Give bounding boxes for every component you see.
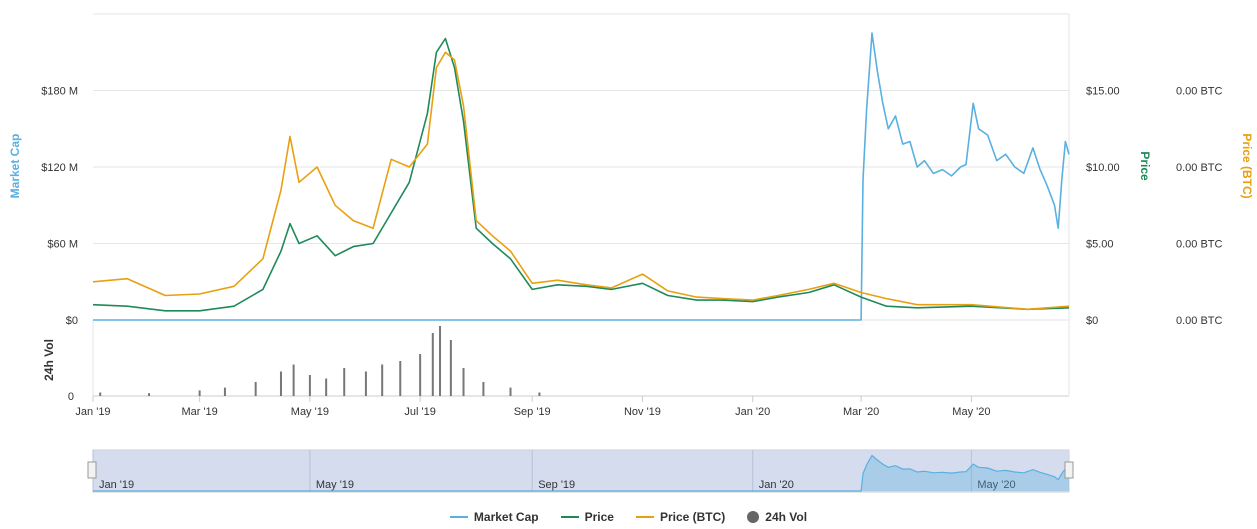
series-line-price-btc <box>92 51 1070 311</box>
price-btc-axis-title: Price (BTC) <box>1240 133 1254 198</box>
legend-price-line-icon <box>560 516 579 518</box>
market-cap-tick-label: $60 M <box>47 239 78 251</box>
volume-bar <box>482 382 485 396</box>
legend-market-cap-label: Market Cap <box>473 510 539 524</box>
market-cap-tick-label: $120 M <box>41 162 78 174</box>
price-btc-tick-label: 0.00 BTC <box>1176 86 1223 98</box>
navigator-tick-label: May '19 <box>316 479 354 491</box>
x-tick-label: Nov '19 <box>624 406 661 418</box>
legend-item-volume[interactable]: 24h Vol <box>747 510 807 524</box>
price-tick-label: $10.00 <box>1086 162 1120 174</box>
volume-bar <box>419 354 422 396</box>
legend-volume-dot-icon <box>747 511 760 523</box>
price-tick-label: $5.00 <box>1086 239 1114 251</box>
legend: Market Cap Price Price (BTC) 24h Vol <box>0 510 1257 524</box>
volume-axis-title: 24h Vol <box>42 339 56 381</box>
volume-bar <box>439 326 442 396</box>
price-tick-label: $0 <box>1086 315 1098 327</box>
x-tick-label: May '20 <box>952 406 990 418</box>
volume-bar <box>462 368 465 396</box>
price-btc-tick-label: 0.00 BTC <box>1176 315 1223 327</box>
volume-bar <box>509 387 512 396</box>
grid-lines <box>93 13 1069 321</box>
legend-price-label: Price <box>584 510 614 524</box>
price-tick-label: $15.00 <box>1086 86 1120 98</box>
volume-bar <box>308 375 311 396</box>
legend-volume-label: 24h Vol <box>765 510 808 524</box>
navigator-left-handle[interactable] <box>87 461 97 479</box>
navigator-line <box>93 454 1070 492</box>
volume-bar <box>148 393 151 396</box>
volume-tick-label: 0 <box>68 391 74 403</box>
volume-bars <box>99 326 541 396</box>
volume-bar <box>381 364 384 396</box>
legend-price-btc-label: Price (BTC) <box>659 510 726 524</box>
legend-item-market-cap[interactable]: Market Cap <box>449 510 539 524</box>
navigator-tick-label: Sep '19 <box>538 479 575 491</box>
volume-bar <box>223 387 226 396</box>
volume-bar <box>431 333 434 396</box>
navigator-area <box>93 455 1069 491</box>
x-axis: Jan '19 Mar '19 May '19 Jul '19 Sep '19 Nov '… <box>75 396 990 418</box>
volume-bar <box>538 392 541 396</box>
volume-bar <box>292 364 295 396</box>
x-tick-label: Jul '19 <box>404 406 435 418</box>
series-line-market-cap <box>93 32 1070 321</box>
volume-bar <box>254 382 257 396</box>
volume-bar <box>399 361 402 396</box>
x-tick-label: Mar '20 <box>843 406 879 418</box>
navigator-series <box>93 454 1070 492</box>
price-btc-tick-label: 0.00 BTC <box>1176 162 1223 174</box>
series-line-price <box>92 37 1070 312</box>
market-cap-tick-label: $0 <box>66 315 78 327</box>
axes-labels: $0 $60 M $120 M $180 M $0 $5.00 $10.00 $15.00 0.… <box>41 86 1222 404</box>
series-layer <box>92 32 1070 321</box>
volume-grid <box>92 14 1070 397</box>
volume-bar <box>364 371 367 396</box>
price-btc-tick-label: 0.00 BTC <box>1176 239 1223 251</box>
navigator-tick-label: Jan '19 <box>99 479 134 491</box>
x-tick-label: Sep '19 <box>514 406 551 418</box>
navigator-tick-label: May '20 <box>977 479 1015 491</box>
volume-bar <box>325 378 328 396</box>
volume-bar <box>198 390 201 396</box>
volume-bar <box>99 392 102 396</box>
volume-bar <box>343 368 346 396</box>
market-cap-tick-label: $180 M <box>41 86 78 98</box>
x-tick-label: Mar '19 <box>181 406 217 418</box>
legend-item-price-btc[interactable]: Price (BTC) <box>635 510 726 524</box>
legend-item-price[interactable]: Price <box>560 510 614 524</box>
navigator-grid: Jan '19 May '19 Sep '19 Jan '20 May '20 <box>92 450 1016 492</box>
navigator-tick-label: Jan '20 <box>759 479 794 491</box>
navigator[interactable]: Jan '19 May '19 Sep '19 Jan '20 May '20 <box>87 449 1074 493</box>
x-tick-label: May '19 <box>291 406 329 418</box>
navigator-right-handle[interactable] <box>1064 461 1074 479</box>
legend-price-btc-line-icon <box>635 516 654 518</box>
x-tick-label: Jan '19 <box>75 406 110 418</box>
price-axis-title: Price <box>1138 151 1152 181</box>
volume-bar <box>449 340 452 396</box>
market-cap-axis-title: Market Cap <box>8 134 22 199</box>
x-tick-label: Jan '20 <box>735 406 770 418</box>
navigator-selection[interactable] <box>93 450 1069 492</box>
legend-market-cap-line-icon <box>449 516 468 518</box>
volume-bar <box>279 371 282 396</box>
